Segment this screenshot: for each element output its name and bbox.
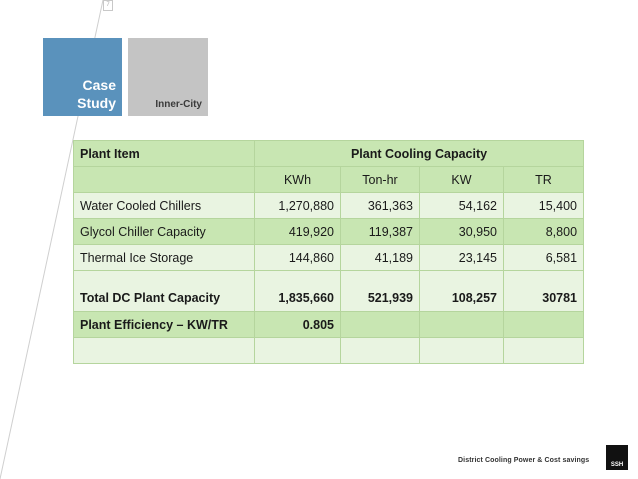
header-plant-item: Plant Item bbox=[73, 140, 255, 167]
cell-tr: 15,400 bbox=[502, 192, 585, 219]
cell-kw: 30,950 bbox=[419, 218, 504, 245]
total-ton-hr: 521,939 bbox=[340, 270, 420, 312]
empty-cell bbox=[419, 337, 504, 364]
header-plant-cooling-capacity: Plant Cooling Capacity bbox=[253, 140, 585, 167]
case-study-line2: Study bbox=[77, 95, 116, 111]
page-number-marker: 7 bbox=[103, 0, 113, 11]
efficiency-value: 0.805 bbox=[254, 311, 341, 338]
table-empty-row bbox=[73, 337, 585, 364]
efficiency-label: Plant Efficiency – KW/TR bbox=[73, 311, 255, 338]
total-tr: 30781 bbox=[502, 270, 585, 312]
empty-cell bbox=[254, 337, 341, 364]
table-header-row: Plant Item Plant Cooling Capacity bbox=[73, 140, 585, 167]
table-row: Water Cooled Chillers 1,270,880 361,363 … bbox=[73, 192, 585, 219]
cell-kwh: 1,270,880 bbox=[254, 192, 341, 219]
total-kwh: 1,835,660 bbox=[254, 270, 341, 312]
cell-tr: 8,800 bbox=[502, 218, 585, 245]
table-row: Thermal Ice Storage 144,860 41,189 23,14… bbox=[73, 244, 585, 271]
case-study-label: Case Study bbox=[43, 38, 122, 116]
row-item-label: Water Cooled Chillers bbox=[73, 192, 255, 219]
empty-cell bbox=[419, 311, 504, 338]
cell-ton-hr: 361,363 bbox=[340, 192, 420, 219]
unit-kw: KW bbox=[419, 166, 504, 193]
location-text: Inner-City bbox=[155, 99, 202, 110]
total-kw: 108,257 bbox=[419, 270, 504, 312]
empty-cell bbox=[340, 311, 420, 338]
case-study-line1: Case bbox=[82, 77, 116, 93]
row-item-label: Thermal Ice Storage bbox=[73, 244, 255, 271]
table-units-row: KWh Ton-hr KW TR bbox=[73, 166, 585, 193]
unit-ton-hr: Ton-hr bbox=[340, 166, 420, 193]
location-label: Inner-City bbox=[128, 38, 208, 116]
cell-ton-hr: 119,387 bbox=[340, 218, 420, 245]
empty-cell bbox=[502, 311, 585, 338]
cell-ton-hr: 41,189 bbox=[340, 244, 420, 271]
row-item-label: Glycol Chiller Capacity bbox=[73, 218, 255, 245]
table-total-row: Total DC Plant Capacity 1,835,660 521,93… bbox=[73, 270, 585, 312]
unit-kwh: KWh bbox=[254, 166, 341, 193]
empty-cell bbox=[340, 337, 420, 364]
unit-tr: TR bbox=[502, 166, 585, 193]
units-blank-cell bbox=[73, 166, 255, 193]
empty-cell bbox=[502, 337, 585, 364]
plant-capacity-table: Plant Item Plant Cooling Capacity KWh To… bbox=[73, 140, 585, 364]
table-efficiency-row: Plant Efficiency – KW/TR 0.805 bbox=[73, 311, 585, 338]
ssh-logo: SSH bbox=[606, 445, 628, 470]
cell-kw: 54,162 bbox=[419, 192, 504, 219]
cell-kwh: 419,920 bbox=[254, 218, 341, 245]
table-row: Glycol Chiller Capacity 419,920 119,387 … bbox=[73, 218, 585, 245]
footer-caption: District Cooling Power & Cost savings bbox=[458, 457, 590, 464]
empty-cell bbox=[73, 337, 255, 364]
total-label: Total DC Plant Capacity bbox=[73, 270, 255, 312]
cell-tr: 6,581 bbox=[502, 244, 585, 271]
cell-kw: 23,145 bbox=[419, 244, 504, 271]
cell-kwh: 144,860 bbox=[254, 244, 341, 271]
